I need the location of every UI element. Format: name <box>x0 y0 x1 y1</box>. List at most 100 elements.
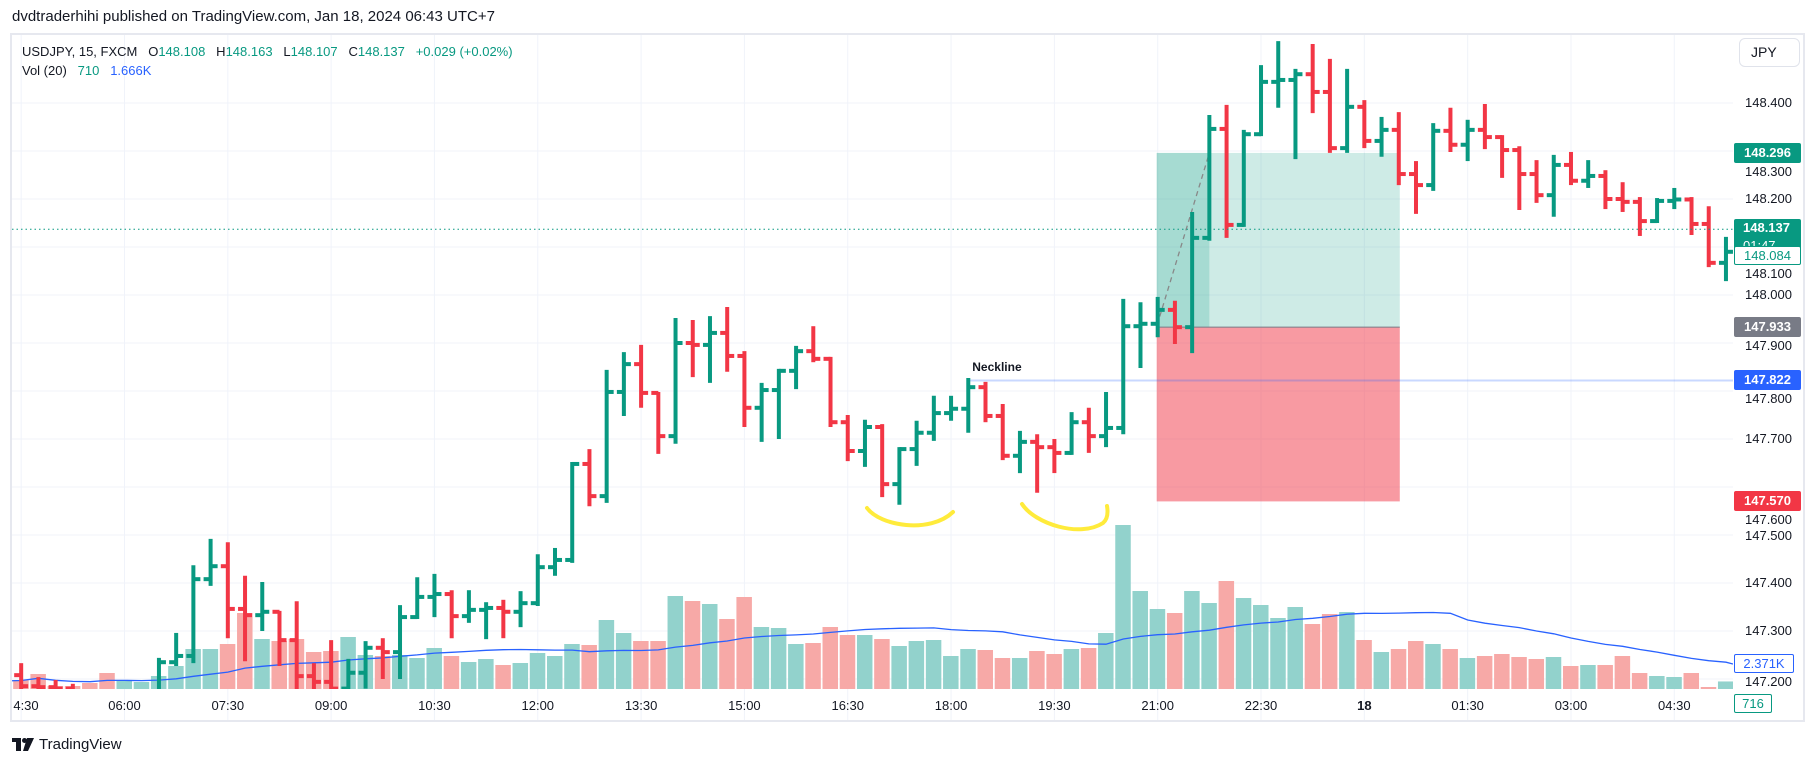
ohlc-bar <box>238 575 253 662</box>
ohlc-bar <box>737 351 752 427</box>
volume-bar <box>219 644 236 689</box>
ohlc-bar <box>1718 236 1733 282</box>
volume-bar <box>874 639 890 689</box>
volume-bar <box>1425 644 1441 689</box>
ohlc-bar <box>840 415 855 462</box>
volume-bar <box>1373 652 1390 689</box>
volume-bar <box>478 659 494 689</box>
high-value: 148.163 <box>225 44 273 59</box>
open-value: 148.108 <box>158 44 206 59</box>
volume-bar <box>1494 654 1510 689</box>
volume-bar <box>615 633 632 689</box>
ohlc-bar <box>31 677 46 689</box>
time-axis-label: 03:00 <box>1554 698 1588 713</box>
position-path-dashed <box>1159 152 1210 317</box>
volume-bar <box>1166 613 1183 689</box>
ohlc-bar <box>255 582 270 631</box>
ohlc-bar <box>1099 391 1114 448</box>
ohlc-bar <box>754 382 769 442</box>
price-axis-label: 147.200 <box>1745 674 1792 690</box>
ohlc-bar <box>961 378 976 433</box>
last-price-value: 148.137 <box>1743 220 1790 236</box>
ohlc-bar <box>324 640 339 689</box>
ohlc-bar <box>616 352 631 416</box>
volume-bar <box>598 620 615 689</box>
volume-bar <box>1528 659 1545 689</box>
price-badge-stop: 147.570 <box>1734 491 1801 512</box>
ohlc-bar <box>169 632 184 667</box>
ohlc-bar <box>1305 43 1320 114</box>
ohlc-bar <box>1357 100 1372 149</box>
ohlc-bar <box>513 591 528 628</box>
ohlc-bar <box>1150 296 1165 338</box>
volume-bar <box>891 646 907 689</box>
volume-bar <box>822 627 839 689</box>
ohlc-bar <box>1598 170 1613 210</box>
price-axis-label: 147.300 <box>1745 623 1792 638</box>
volume-bar <box>960 649 976 689</box>
volume-bar <box>460 662 477 689</box>
volume-bar <box>856 635 873 689</box>
volume-bar <box>133 682 150 689</box>
ohlc-bar <box>771 368 786 439</box>
bottom-annotation-curve-2[interactable] <box>1020 502 1110 532</box>
ohlc-bar <box>289 601 304 689</box>
time-axis-label: 4:30 <box>13 698 39 713</box>
volume-bar <box>1408 641 1424 689</box>
volume-bar <box>1304 624 1321 689</box>
volume-indicator-label[interactable]: Vol (20) <box>22 63 67 78</box>
ohlc-bar <box>48 679 63 689</box>
ohlc-bar <box>1615 182 1630 212</box>
volume-bar <box>1011 658 1028 689</box>
volume-bar <box>1580 665 1596 689</box>
volume-bar <box>1717 681 1733 689</box>
ohlc-bar <box>823 356 838 427</box>
volume-bar <box>943 656 959 689</box>
ohlc-bar <box>0 667 11 693</box>
time-axis-label: 09:00 <box>314 698 348 713</box>
volume-bar <box>1270 618 1286 689</box>
volume-bar <box>547 656 563 689</box>
long-position-tool[interactable] <box>1156 152 1400 502</box>
neckline-label[interactable]: Neckline <box>972 360 1022 375</box>
ohlc-bar <box>1391 112 1406 186</box>
position-loss-zone[interactable] <box>1156 327 1400 502</box>
ohlc-bar <box>83 690 97 713</box>
price-axis-label: 147.400 <box>1745 575 1792 590</box>
ohlc-bar <box>857 419 872 467</box>
ohlc-bar <box>892 447 907 505</box>
ohlc-bar <box>1185 211 1200 354</box>
volume-bar <box>633 641 649 689</box>
volume-bar <box>564 644 580 689</box>
volume-bar <box>736 597 752 689</box>
ohlc-bar <box>444 590 459 639</box>
volume-bar <box>409 658 425 689</box>
volume-bar <box>495 665 511 689</box>
time-axis-label: 04:30 <box>1658 698 1691 713</box>
volume-bar <box>1614 656 1631 689</box>
ohlc-bar <box>1167 300 1182 344</box>
volume-ma-badge: 2.371K <box>1734 654 1794 674</box>
volume-bar <box>1201 603 1217 689</box>
volume-bar <box>1666 677 1682 689</box>
volume-bar <box>1080 648 1097 689</box>
bottom-annotation-curve-1[interactable] <box>865 506 955 528</box>
ohlc-bar <box>634 344 649 408</box>
time-axis-label: 16:30 <box>831 698 865 713</box>
ohlc-bar <box>479 602 494 640</box>
price-axis-label: 147.800 <box>1745 391 1792 407</box>
open-label: O <box>148 44 159 59</box>
symbol-label[interactable]: USDJPY, 15, FXCM <box>22 44 138 59</box>
ohlc-bar <box>1495 135 1510 178</box>
ohlc-bar <box>496 599 511 639</box>
tradingview-logo[interactable]: TradingView <box>12 736 122 753</box>
currency-button[interactable]: JPY <box>1739 38 1800 67</box>
time-axis-label: 18:00 <box>934 698 968 713</box>
time-axis-label: 18 <box>1357 698 1372 713</box>
ohlc-bar <box>186 565 201 664</box>
ohlc-bar <box>582 449 597 507</box>
price-axis-label: 148.300 <box>1745 163 1792 179</box>
volume-bar <box>805 643 821 689</box>
position-profit-zone[interactable] <box>1156 152 1400 328</box>
